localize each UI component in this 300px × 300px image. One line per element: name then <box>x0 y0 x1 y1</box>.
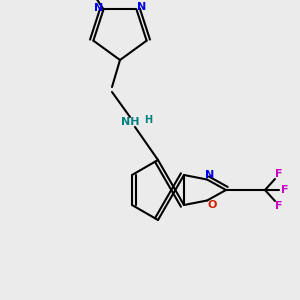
Text: H: H <box>144 115 152 125</box>
Text: F: F <box>275 201 283 211</box>
Text: N: N <box>206 169 215 179</box>
Text: NH: NH <box>121 117 139 127</box>
Text: F: F <box>275 169 283 179</box>
Text: N: N <box>137 2 146 12</box>
Text: O: O <box>207 200 217 209</box>
Text: F: F <box>281 185 289 195</box>
Text: N: N <box>94 3 103 13</box>
